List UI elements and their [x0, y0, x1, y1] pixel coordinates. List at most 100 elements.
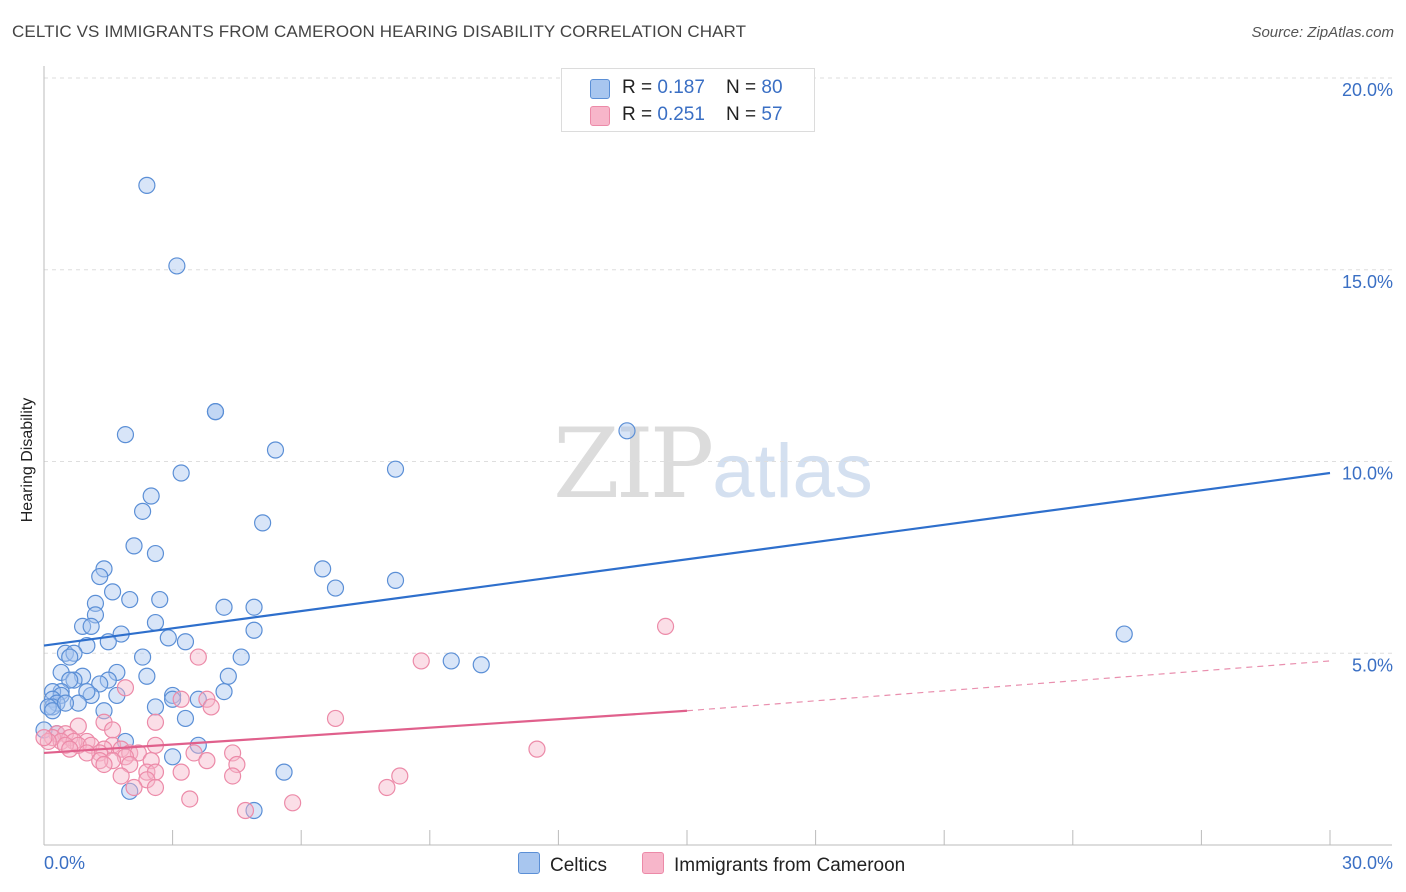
cameroon-point [326, 709, 345, 728]
y-tick-label: 5.0% [1352, 655, 1393, 675]
cameroon-point [103, 752, 122, 770]
celtics-point [146, 698, 165, 716]
celtics-point [168, 257, 186, 275]
celtics-point [164, 748, 182, 766]
celtics-point [146, 544, 165, 563]
cameroon-point [129, 744, 147, 762]
celtics-point [43, 702, 62, 720]
cameroon-swatch [590, 106, 610, 126]
cameroon-point [112, 767, 130, 785]
cameroon-point [224, 767, 242, 785]
celtics-point [472, 656, 490, 674]
celtics-swatch [590, 79, 610, 99]
cameroon-trend-line [43, 709, 688, 755]
y-axis-label: Hearing Disability [19, 397, 36, 523]
celtics-point [164, 686, 182, 705]
stats-box: R = 0.187 N = 80 R = 0.251 N = 57 [561, 68, 815, 132]
legend-item-celtics[interactable]: Celtics [518, 852, 607, 877]
cameroon-point [35, 729, 53, 747]
cameroon-point [95, 755, 113, 774]
celtics-point [172, 464, 190, 482]
source-label: Source: ZipAtlas.com [1251, 24, 1394, 41]
celtics-point [146, 613, 165, 632]
celtics-point [159, 629, 177, 647]
celtics-point [266, 441, 285, 459]
cameroon-point [116, 679, 135, 697]
stats-text-celtics: R = 0.187 N = 80 [622, 77, 783, 98]
cameroon-point [656, 617, 675, 636]
y-tick-label: 15.0% [1342, 272, 1393, 292]
celtics-point [103, 583, 122, 601]
celtics-point [138, 176, 156, 194]
y-tick-label: 10.0% [1342, 464, 1393, 484]
celtics-point [326, 579, 345, 597]
cameroon-point [125, 778, 143, 797]
cameroon-point [185, 744, 203, 762]
legend-swatch-celtics [518, 852, 540, 874]
celtics-point [275, 763, 293, 781]
cameroon-point [181, 790, 199, 808]
celtics-point [78, 636, 96, 655]
celtics-point [254, 514, 272, 532]
x-tick-label-min: 0.0% [44, 853, 85, 873]
cameroon-point [121, 755, 139, 774]
cameroon-point [146, 778, 165, 797]
cameroon-point [528, 740, 546, 758]
celtics-point [442, 652, 460, 670]
celtics-point [91, 567, 109, 586]
celtics-point [232, 648, 250, 666]
cameroon-point [202, 698, 220, 716]
celtics-point [133, 648, 152, 666]
celtics-point [245, 598, 263, 616]
y-tick-label: 20.0% [1342, 80, 1393, 100]
celtics-point [176, 633, 195, 651]
x-tick-label-max: 30.0% [1342, 853, 1393, 873]
cameroon-point [284, 794, 302, 812]
celtics-point [215, 598, 233, 616]
cameroon-point [198, 752, 216, 770]
celtics-point [1115, 625, 1133, 643]
celtics-point [61, 648, 79, 666]
celtics-point [314, 560, 332, 578]
celtics-point [82, 617, 100, 636]
celtics-point [61, 671, 79, 689]
legend-label-cameroon: Immigrants from Cameroon [674, 855, 906, 876]
cameroon-point [189, 648, 207, 666]
celtics-point [219, 667, 237, 685]
cameroon-point [236, 801, 255, 820]
cameroon-point [412, 652, 430, 670]
celtics-point [176, 709, 195, 728]
legend-swatch-cameroon [642, 852, 664, 874]
celtics-point [386, 571, 405, 589]
celtics-point [245, 621, 263, 639]
cameroon-point [378, 778, 396, 797]
chart-title: CELTIC VS IMMIGRANTS FROM CAMEROON HEARI… [12, 22, 747, 41]
legend-item-cameroon[interactable]: Immigrants from Cameroon [642, 852, 905, 877]
celtics-point [121, 590, 139, 609]
cameroon-point [391, 767, 409, 785]
cameroon-point [103, 721, 122, 739]
celtics-point [206, 403, 225, 421]
celtics-point [69, 694, 87, 712]
cameroon-point [172, 763, 190, 781]
celtics-trend-line [43, 471, 1331, 647]
cameroon-point [61, 740, 79, 758]
y-axis-label-container: Hearing Disability [8, 340, 48, 580]
celtics-point [125, 537, 143, 555]
celtics-point [56, 694, 75, 712]
celtics-point [142, 487, 160, 505]
celtics-point [133, 502, 152, 520]
celtics-point [78, 682, 96, 701]
celtics-point [215, 682, 233, 701]
celtics-point [43, 698, 62, 716]
celtics-point [138, 667, 156, 685]
celtics-point [151, 590, 169, 609]
cameroon-point [146, 713, 165, 731]
stats-text-cameroon: R = 0.251 N = 57 [622, 104, 783, 125]
celtics-point [99, 671, 117, 689]
celtics-point [386, 460, 405, 478]
celtics-point [618, 422, 636, 440]
cameroon-point [172, 690, 190, 708]
legend-label-celtics: Celtics [550, 855, 608, 876]
